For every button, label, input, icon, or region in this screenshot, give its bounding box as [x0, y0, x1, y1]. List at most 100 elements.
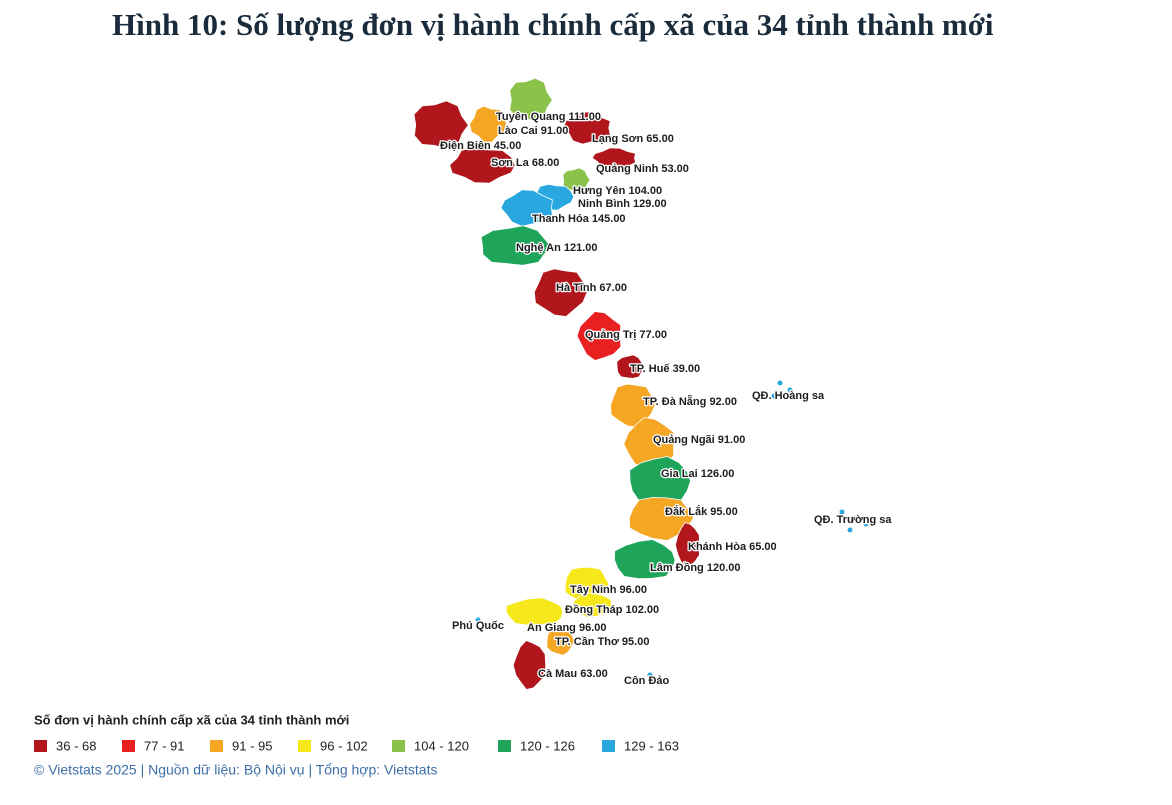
legend-swatch: [498, 740, 511, 752]
province: [674, 522, 700, 568]
legend-label: 104 - 120: [414, 738, 469, 753]
island: [777, 380, 783, 386]
province-name: Cà Mau: [538, 668, 577, 680]
island: [847, 527, 853, 533]
province-label: Sơn La 68.00: [491, 157, 559, 169]
province-label: Lâm Đồng 120.00: [650, 562, 741, 574]
province-name: Lâm Đồng: [650, 562, 704, 574]
island: [647, 672, 653, 678]
province-value: 45.00: [494, 140, 522, 152]
province-name: TP. Cần Thơ: [555, 636, 619, 648]
province: [576, 311, 622, 361]
province-name: An Giang: [527, 622, 576, 634]
province-value: 129.00: [633, 198, 667, 210]
province-label: TP. Huế 39.00: [630, 363, 700, 375]
province: [512, 640, 547, 690]
province-label: Quảng Ninh 53.00: [596, 163, 689, 175]
province-label: Điện Biên 45.00: [440, 140, 521, 152]
province-value: 104.00: [628, 185, 662, 197]
province: [546, 627, 576, 656]
province-name: Lào Cai: [498, 125, 538, 137]
province-label: Lạng Sơn 65.00: [592, 133, 674, 145]
legend-title: Số đơn vị hành chính cấp xã của 34 tỉnh …: [34, 712, 349, 727]
province: [469, 105, 507, 143]
legend: Số đơn vị hành chính cấp xã của 34 tỉnh …: [34, 712, 679, 753]
province-value: 53.00: [661, 163, 689, 175]
province: [413, 100, 469, 150]
province: [591, 147, 637, 169]
province-label: Quảng Trị 77.00: [585, 329, 667, 341]
province-label: An Giang 96.00: [527, 622, 606, 634]
province-label: Nghệ An 121.00: [516, 242, 598, 254]
province-value: 91.00: [541, 125, 569, 137]
province-label: TP. Đà Nẵng 92.00: [643, 395, 737, 408]
province-label: Lào Cai 91.00: [498, 125, 568, 137]
province-name: TP. Đà Nẵng: [643, 395, 706, 408]
province-name: Hưng Yên: [573, 185, 626, 197]
province-name: Thanh Hóa: [532, 213, 590, 225]
province-name: Gia Lai: [661, 468, 698, 480]
legend-label: 120 - 126: [520, 738, 575, 753]
island: [475, 617, 481, 623]
province-name: Nghệ An: [516, 242, 561, 254]
province-value: 96.00: [620, 584, 648, 596]
legend-label: 36 - 68: [56, 738, 96, 753]
province-label: Thanh Hóa 145.00: [532, 213, 626, 225]
province-value: 91.00: [718, 434, 746, 446]
province-label: Hà Tĩnh 67.00: [556, 282, 627, 294]
island: [853, 515, 859, 521]
province-name: Tây Ninh: [570, 584, 617, 596]
legend-label: 96 - 102: [320, 738, 368, 753]
province: [505, 597, 564, 626]
province-name: Ninh Bình: [578, 198, 630, 210]
province-label: Đồng Tháp 102.00: [565, 604, 659, 616]
province-name: Sơn La: [491, 157, 530, 169]
province-value: 95.00: [710, 506, 738, 518]
province-value: 65.00: [749, 541, 777, 553]
province-value: 92.00: [709, 396, 737, 408]
province-name: Tuyên Quang: [496, 111, 565, 123]
labels: Tuyên Quang 111.00 Lào Cai 91.00 Lạng Sơn …: [439, 110, 894, 689]
legend-swatch: [298, 740, 311, 752]
legend-label: 77 - 91: [144, 738, 184, 753]
province-value: 65.00: [646, 133, 674, 145]
province-name: Khánh Hòa: [688, 541, 747, 553]
province: [562, 111, 611, 145]
provinces: [413, 77, 869, 690]
province-name: TP. Huế: [630, 363, 670, 375]
province-value: 145.00: [592, 213, 626, 225]
province: [449, 146, 516, 184]
province: [562, 167, 591, 193]
province-label: Tuyên Quang 111.00: [496, 111, 601, 123]
legend-swatch: [122, 740, 135, 752]
province: [628, 496, 695, 541]
province: [533, 268, 588, 317]
island: [839, 509, 845, 515]
place-label: Côn Đảo: [624, 675, 670, 687]
province-label: Quảng Ngãi 91.00: [653, 434, 745, 446]
province-value: 102.00: [626, 604, 660, 616]
province-label: Hưng Yên 104.00: [573, 185, 662, 197]
province-label: Gia Lai 126.00: [661, 468, 734, 480]
place-label: QĐ. Trường sa: [814, 514, 892, 526]
island: [863, 521, 869, 527]
province-label: Khánh Hòa 65.00: [688, 541, 777, 553]
legend-swatch: [392, 740, 405, 752]
province-label: Tây Ninh 96.00: [570, 584, 647, 596]
province: [614, 539, 676, 580]
legend-label: 91 - 95: [232, 738, 272, 753]
place-label: Phú Quốc: [452, 620, 504, 632]
footer: © Vietstats 2025 | Nguồn dữ liệu: Bộ Nội…: [34, 762, 437, 778]
province-value: 77.00: [639, 329, 667, 341]
province-value: 95.00: [622, 636, 650, 648]
legend-swatch: [602, 740, 615, 752]
province-label: Cà Mau 63.00: [538, 668, 608, 680]
province: [616, 354, 645, 379]
province: [509, 77, 553, 123]
province-value: 121.00: [564, 242, 598, 254]
legend-label: 129 - 163: [624, 738, 679, 753]
province-value: 39.00: [673, 363, 701, 375]
province-name: Điện Biên: [440, 140, 491, 152]
